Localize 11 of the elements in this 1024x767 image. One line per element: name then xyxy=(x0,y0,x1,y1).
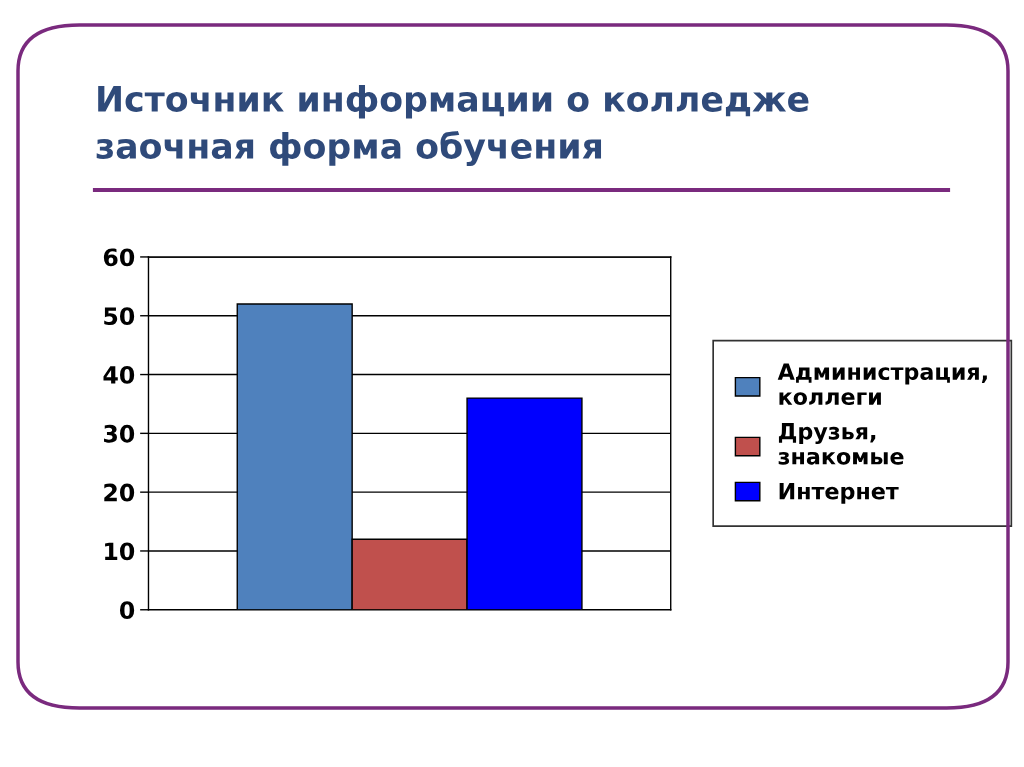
y-tick-label: 10 xyxy=(105,542,135,561)
y-tick-label: 60 xyxy=(103,248,135,267)
chart-title: Источник информации о колледже заочная форма обучения xyxy=(96,85,809,166)
y-tick-label: 50 xyxy=(104,307,135,326)
y-tick-label: 30 xyxy=(104,424,135,443)
y-tick-label: 40 xyxy=(103,366,135,384)
legend-label: Интернет xyxy=(779,483,899,504)
legend-label: Друзья, знакомые xyxy=(778,423,904,465)
y-tick-label: 0 xyxy=(119,601,135,620)
legend-label: Администрация, коллеги xyxy=(777,363,987,405)
y-tick-label: 20 xyxy=(104,483,135,502)
